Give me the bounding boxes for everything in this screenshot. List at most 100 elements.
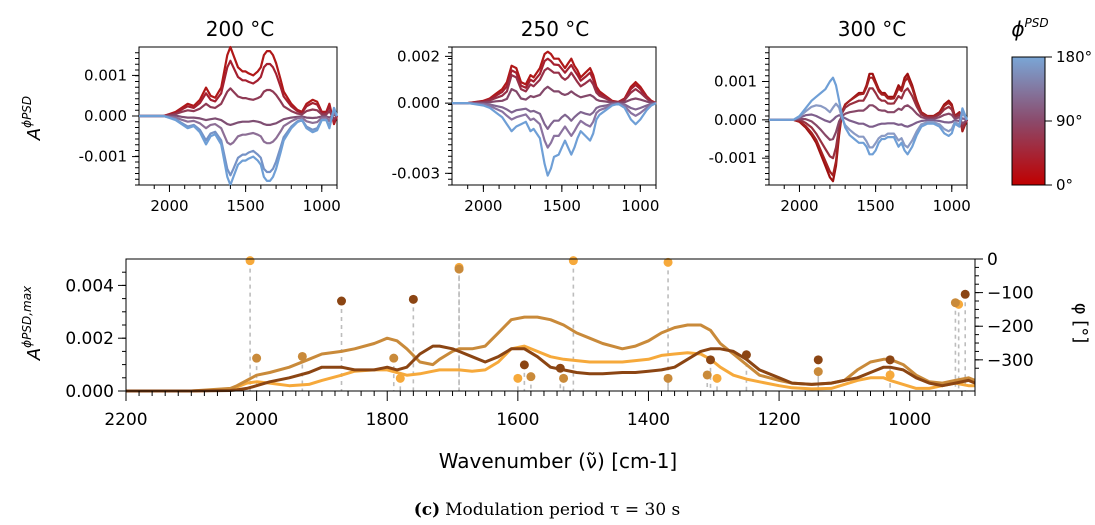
amplitude-line-200c (126, 344, 975, 393)
line-250c-phase-30 (452, 57, 657, 105)
series-lines-300c (769, 72, 969, 183)
phase-point (885, 370, 895, 380)
caption-text: Modulation period τ = 30 s (445, 500, 680, 520)
y2-tick-label: −100 (987, 284, 1034, 304)
line-250c-phase-0 (452, 50, 657, 105)
amplitude-line-300c (126, 344, 976, 393)
x-tick-label: 2000 (464, 197, 502, 215)
x-tick-label: 1000 (621, 197, 659, 215)
line-200c-phase-30 (139, 59, 338, 124)
phase-point (337, 296, 347, 306)
phase-point (663, 257, 673, 267)
phase-point (454, 264, 464, 274)
x-tick-label: 1000 (933, 197, 971, 215)
y-tick-label: 0.000 (397, 94, 440, 112)
axes-250c: 2000 1500 1000 0.002 0.000 -0.003 (392, 46, 659, 215)
panel-title-200c: 200 °C (206, 17, 275, 41)
x-tick-label: 1000 (303, 197, 341, 215)
phase-point (813, 367, 823, 377)
colorbar-gradient (1011, 56, 1046, 186)
panel-250c: 250 °C 2000 1500 1000 0.002 0.000 -0.003 (392, 17, 660, 215)
amplitude-lines (126, 315, 976, 393)
phase-point (950, 298, 960, 308)
line-300c-phase-60 (769, 87, 968, 160)
series-lines-250c (452, 50, 657, 177)
y2-tick-label: −200 (987, 317, 1034, 337)
colorbar-tick-label: 180° (1056, 48, 1092, 66)
line-250c-phase-60 (452, 66, 657, 105)
line-200c-phase-0 (139, 45, 339, 126)
phase-point (245, 256, 255, 266)
phase-point (559, 373, 569, 383)
colorbar-ticks: 0° 90° 180° (1045, 48, 1092, 194)
x-axis-label: Wavenumber (ν̃) [cm-1] (439, 449, 677, 473)
phase-point (885, 355, 895, 365)
y-tick-label: 0.001 (714, 73, 757, 91)
x-tick-label: 1000 (888, 410, 931, 430)
phase-points (245, 256, 970, 383)
y-tick-label: -0.003 (392, 164, 440, 182)
x-tick-label: 1500 (857, 197, 895, 215)
x-tick-label: 1800 (366, 410, 409, 430)
panel-summary: AϕPSD,max φ [°] Wavenumber (ν̃) [cm-1] 2… (20, 250, 1091, 473)
phase-point (389, 353, 399, 363)
line-300c-phase-150 (769, 102, 968, 149)
phase-point (519, 360, 529, 370)
phase-point (297, 351, 307, 361)
phase-point (960, 289, 970, 299)
phase-point (741, 350, 751, 360)
axes-300c: 2000 1500 1000 0.001 0.000 -0.001 (709, 46, 971, 215)
phase-colorbar: ϕPSD 0° 90° 180° (1011, 16, 1092, 194)
axes-summary: 2200 2000 1800 1600 1400 1200 1000 0.000 0.002 0.… (65, 250, 1033, 430)
x-tick-label: 1400 (627, 410, 670, 430)
line-300c-phase-180 (769, 76, 969, 156)
y-tick-label: -0.001 (709, 149, 757, 167)
colorbar-label: ϕPSD (1011, 16, 1048, 41)
phase-point (252, 353, 262, 363)
x-tick-label: 1500 (227, 197, 265, 215)
series-lines-200c (139, 45, 339, 187)
y2-axis-label-phase: φ [°] (1070, 303, 1091, 344)
x-tick-label: 2000 (780, 197, 818, 215)
y2-tick-label: −300 (987, 351, 1034, 371)
line-300c-phase-90 (769, 104, 968, 141)
phase-point (813, 355, 823, 365)
phase-point (408, 294, 418, 304)
figure-caption: (c) Modulation period τ = 30 s (414, 500, 681, 520)
x-tick-label: 1200 (757, 410, 800, 430)
line-250c-phase-180 (452, 101, 657, 177)
x-tick-label: 2000 (150, 197, 188, 215)
phase-point (555, 363, 565, 373)
caption-label: (c) (414, 500, 440, 520)
line-200c-phase-60 (139, 87, 338, 121)
y-tick-label: 0.002 (397, 47, 440, 65)
y-tick-label: 0.004 (65, 276, 114, 296)
x-tick-label: 1600 (496, 410, 539, 430)
panel-300c: 300 °C 2000 1500 1000 0.001 0.000 -0.001 (709, 17, 971, 215)
y-tick-label: 0.000 (84, 107, 127, 125)
y-tick-label: 0.002 (65, 329, 114, 349)
panel-title-300c: 300 °C (838, 17, 907, 41)
phase-point (702, 370, 712, 380)
axes-200c: 2000 1500 1000 0.001 0.000 -0.001 (79, 52, 341, 215)
phase-point (568, 256, 578, 266)
line-200c-phase-120 (139, 111, 338, 146)
line-200c-phase-150 (139, 107, 339, 177)
colorbar-tick-label: 0° (1056, 176, 1073, 194)
x-tick-label: 2200 (104, 410, 147, 430)
y-tick-label: 0.001 (84, 66, 127, 84)
panel-title-250c: 250 °C (521, 17, 590, 41)
plot-frame-250c (451, 46, 657, 186)
y2-tick-label: 0 (987, 250, 998, 270)
phase-point (513, 373, 523, 383)
phase-point (706, 355, 716, 365)
phase-point (395, 373, 405, 383)
y-tick-label: 0.000 (714, 111, 757, 129)
colorbar-tick-label: 90° (1056, 112, 1083, 130)
phase-point (663, 373, 673, 383)
y-axis-label-amplitude: AϕPSD,max (20, 285, 45, 361)
x-tick-label: 2000 (235, 410, 278, 430)
panel-200c: 200 °C AϕPSD 2000 1500 1000 0.001 0.000 -0.00… (20, 17, 341, 215)
phase-point (712, 373, 722, 383)
